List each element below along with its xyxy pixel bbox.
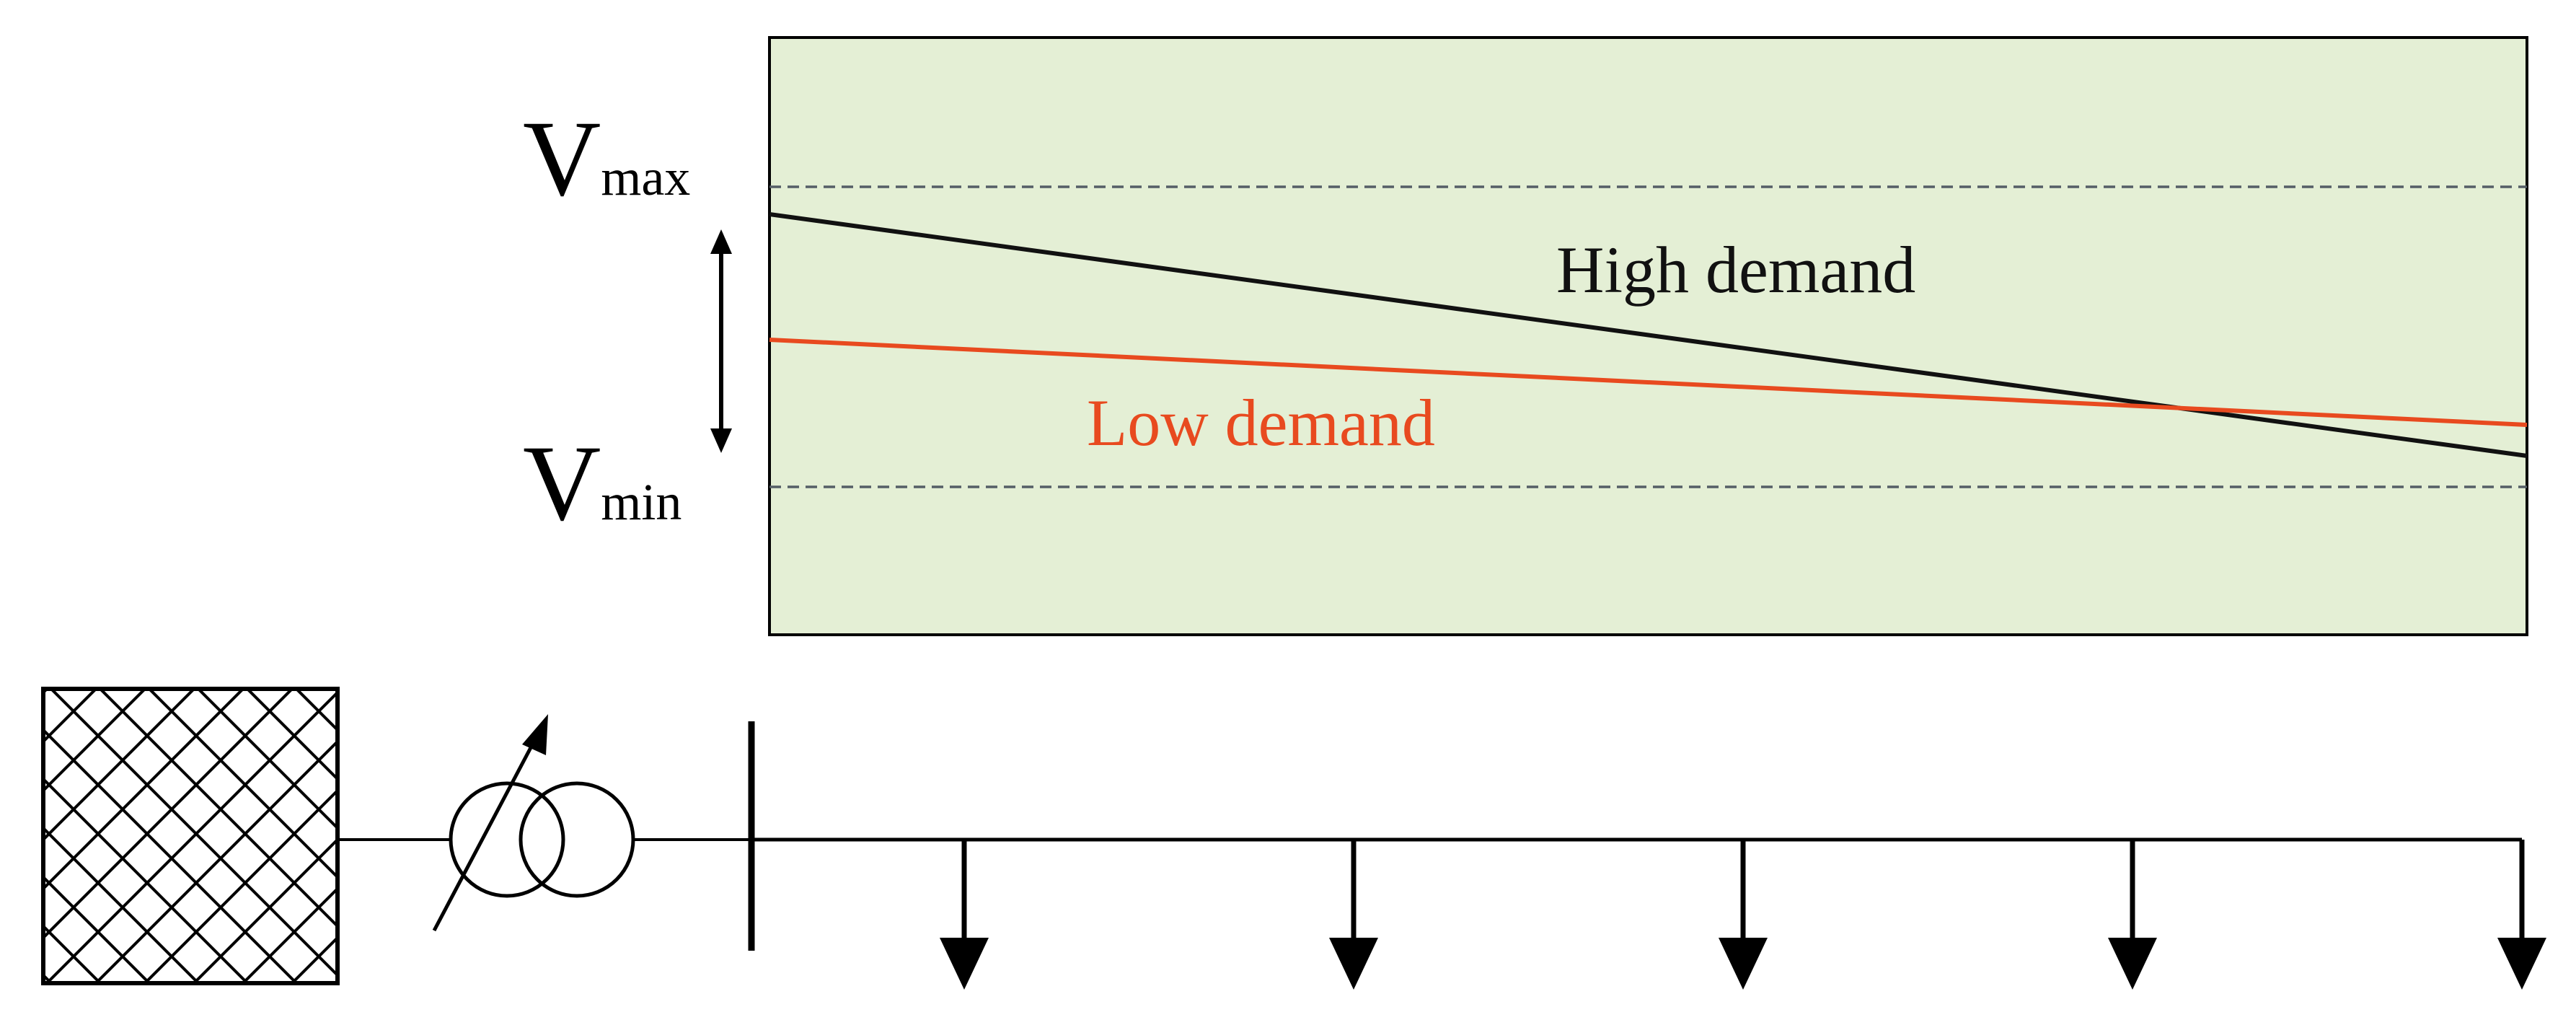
vmax-symbol: V bbox=[523, 99, 601, 219]
high-demand-label: High demand bbox=[1556, 233, 1915, 307]
svg-text:Vmin: Vmin bbox=[523, 423, 682, 543]
svg-text:Vmax: Vmax bbox=[523, 99, 690, 219]
voltage-range-double-arrow-icon bbox=[710, 229, 732, 453]
grid-source-hatched-box-icon bbox=[41, 687, 340, 985]
vmin-symbol: V bbox=[523, 423, 601, 543]
load-arrows bbox=[940, 840, 2546, 990]
tap-changer-transformer-icon bbox=[432, 714, 635, 932]
load-arrow-icon bbox=[1719, 840, 1768, 990]
high-demand-line bbox=[769, 212, 2528, 458]
vmax-label: Vmax bbox=[523, 99, 690, 219]
load-arrow-icon bbox=[1329, 840, 1378, 990]
vmax-subscript: max bbox=[601, 149, 690, 206]
low-demand-label: Low demand bbox=[1087, 386, 1435, 459]
load-arrow-icon bbox=[940, 840, 989, 990]
vmin-label: Vmin bbox=[523, 423, 682, 543]
load-arrow-icon bbox=[2497, 840, 2546, 990]
voltage-profile-panel: High demand Low demand bbox=[768, 36, 2528, 636]
low-demand-line bbox=[769, 338, 2528, 427]
vmin-subscript: min bbox=[601, 473, 682, 531]
load-arrow-icon bbox=[2108, 840, 2157, 990]
